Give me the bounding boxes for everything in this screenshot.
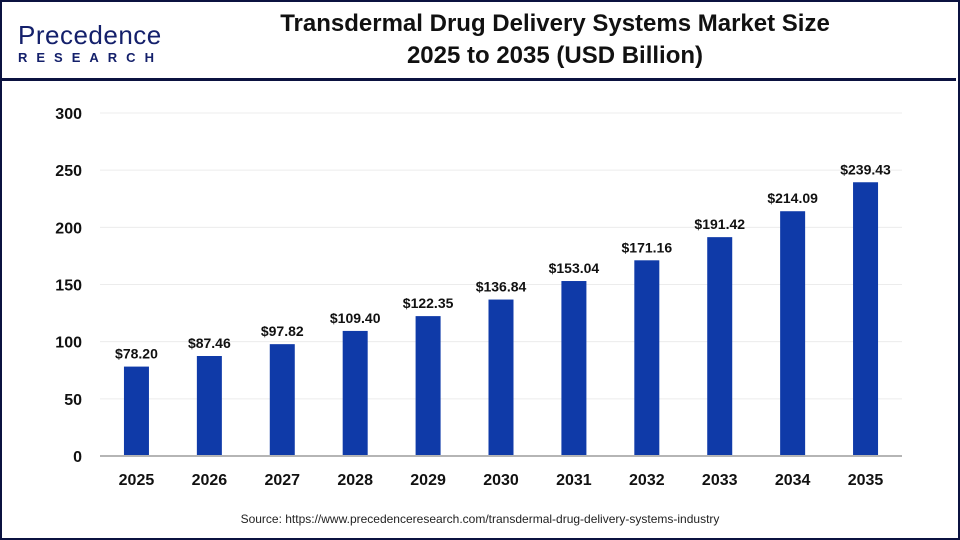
x-tick-label: 2028 — [337, 472, 373, 489]
x-tick-label: 2027 — [264, 472, 300, 489]
bar — [196, 356, 222, 456]
y-tick-label: 300 — [55, 106, 82, 123]
logo-sub: RESEARCH — [18, 50, 163, 65]
bar — [634, 260, 660, 456]
data-label: $214.09 — [767, 190, 818, 206]
title-line-2: 2025 to 2035 (USD Billion) — [406, 42, 704, 69]
y-tick-label: 200 — [55, 220, 82, 237]
bar — [269, 344, 295, 456]
x-tick-label: 2032 — [629, 472, 665, 489]
x-tick-label: 2034 — [775, 472, 811, 489]
source-note: Source: https://www.precedenceresearch.c… — [240, 512, 720, 526]
header: Precedence RESEARCH Transdermal Drug Del… — [0, 0, 956, 81]
bar — [342, 330, 368, 456]
y-tick-label: 100 — [55, 335, 82, 352]
y-tick-label: 250 — [55, 163, 82, 180]
x-tick-label: 2025 — [119, 472, 155, 489]
bar — [853, 182, 879, 456]
data-label: $122.35 — [403, 295, 454, 311]
bar — [707, 237, 733, 456]
y-tick-label: 150 — [55, 278, 82, 295]
logo-main: Precedence — [18, 20, 162, 50]
bar — [123, 366, 149, 456]
bar — [488, 299, 514, 456]
bar — [561, 281, 587, 456]
x-tick-label: 2029 — [410, 472, 446, 489]
data-label: $78.20 — [115, 346, 158, 362]
title-line-1: Transdermal Drug Delivery Systems Market… — [280, 10, 830, 37]
y-tick-label: 0 — [73, 449, 82, 466]
chart-title: Transdermal Drug Delivery Systems Market… — [230, 8, 880, 72]
data-label: $97.82 — [261, 323, 304, 339]
x-tick-label: 2033 — [702, 472, 738, 489]
data-label: $239.43 — [840, 161, 891, 177]
x-tick-label: 2031 — [556, 472, 592, 489]
y-tick-label: 50 — [64, 392, 82, 409]
data-label: $109.40 — [330, 310, 381, 326]
data-label: $191.42 — [694, 216, 745, 232]
logo: Precedence RESEARCH — [18, 22, 163, 65]
bar — [415, 316, 441, 456]
data-label: $136.84 — [476, 279, 527, 295]
bar — [780, 211, 806, 456]
x-tick-label: 2035 — [848, 472, 884, 489]
data-label: $153.04 — [549, 260, 600, 276]
x-tick-label: 2026 — [192, 472, 228, 489]
data-label: $87.46 — [188, 335, 231, 351]
data-label: $171.16 — [622, 239, 673, 255]
x-tick-label: 2030 — [483, 472, 519, 489]
